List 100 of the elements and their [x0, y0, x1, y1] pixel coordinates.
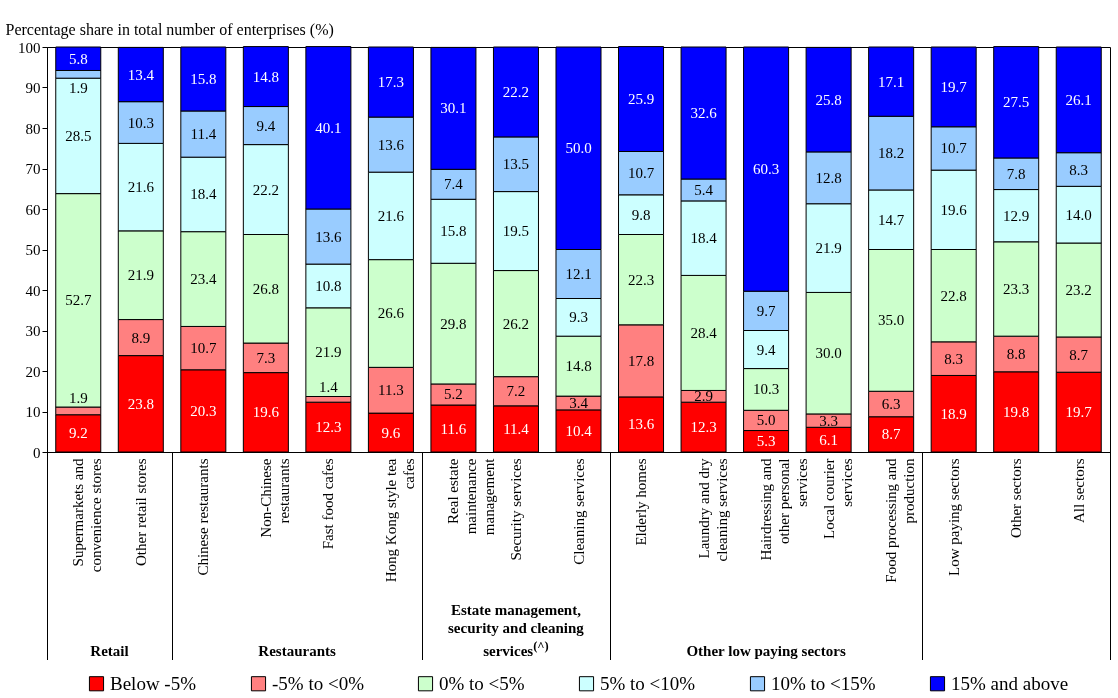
data-label: 8.7: [881, 426, 902, 443]
data-label: 17.1: [878, 73, 905, 90]
data-label: 12.3: [315, 419, 342, 436]
data-label: 13.6: [315, 228, 343, 245]
y-tick-label: 40: [25, 282, 41, 299]
data-label: 6.1: [819, 431, 838, 448]
data-label: 13.6: [627, 416, 655, 433]
data-label: 21.9: [127, 267, 154, 284]
data-label: 10.7: [190, 340, 217, 357]
data-label: 23.8: [127, 395, 154, 412]
data-label: 22.2: [502, 83, 530, 100]
data-label: 14.7: [878, 211, 905, 228]
data-label: 50.0: [565, 140, 592, 157]
y-tick-label: 80: [25, 120, 41, 137]
y-tick-label: 30: [25, 323, 41, 339]
data-label: 19.5: [502, 223, 530, 240]
data-label: 5.2: [444, 386, 463, 403]
data-label: 19.6: [940, 201, 968, 218]
data-label: 11.6: [440, 420, 467, 437]
data-label: 14.8: [252, 68, 279, 85]
data-label: 20.3: [190, 402, 217, 419]
data-label: 11.3: [378, 382, 404, 399]
data-label: 27.5: [1003, 94, 1030, 111]
data-label: 40.1: [315, 119, 342, 136]
data-label: 18.4: [690, 230, 718, 247]
data-label: 9.4: [256, 117, 276, 134]
data-label: 17.3: [377, 74, 405, 91]
y-tick-label: 60: [25, 201, 41, 218]
x-tick-label: Hong Kong style tea cafes: [382, 458, 417, 583]
data-label: 7.3: [256, 349, 276, 366]
data-label: 11.4: [503, 420, 530, 437]
data-label: 14.8: [565, 358, 592, 375]
data-label: 15.8: [190, 70, 217, 87]
data-label: 6.3: [881, 396, 901, 413]
data-label: 21.6: [377, 207, 405, 224]
x-tick-label: Chinese restaurants: [195, 458, 212, 576]
x-tick-label: Security services: [507, 458, 524, 561]
legend-label: 0% to <5%: [439, 672, 525, 694]
data-label: 12.9: [1003, 207, 1030, 224]
data-label: 60.3: [752, 161, 780, 178]
data-label: 9.7: [756, 302, 776, 319]
y-tick-label: 100: [18, 39, 41, 56]
data-label: 26.6: [377, 305, 405, 322]
data-label: 12.1: [565, 266, 592, 282]
data-label: 23.2: [1065, 282, 1092, 298]
data-label: 19.7: [940, 78, 968, 95]
data-label: 18.2: [878, 145, 905, 162]
data-label: 7.4: [444, 176, 464, 193]
data-label: 52.7: [65, 292, 92, 309]
data-label: 10.3: [127, 114, 154, 131]
y-tick-label: 90: [25, 80, 41, 96]
data-label: 28.5: [65, 127, 92, 144]
data-label: 22.8: [940, 287, 967, 304]
data-label: 1.4: [319, 379, 339, 396]
data-label: 9.6: [381, 424, 401, 441]
legend-label: 10% to <15%: [771, 672, 876, 694]
data-label: 25.9: [627, 91, 655, 108]
data-label: 21.9: [315, 344, 342, 361]
data-label: 21.6: [127, 179, 155, 196]
x-tick-label: Non-Chinese restaurants: [257, 458, 292, 538]
x-tick-label: Laundry and dry cleaning services: [695, 458, 730, 562]
x-tick-label: Other sectors: [1008, 458, 1025, 539]
x-tick-label: Cleaning services: [570, 458, 587, 565]
data-label: 5.8: [68, 50, 88, 67]
data-label: 22.3: [627, 271, 655, 288]
legend-label: 5% to <10%: [600, 672, 696, 694]
data-label: 8.3: [944, 350, 964, 367]
data-label: 3.3: [819, 412, 838, 429]
data-label: 25.8: [815, 91, 842, 108]
y-tick-label: 0: [33, 444, 41, 461]
y-tick-label: 50: [25, 242, 41, 258]
x-tick-label: All sectors: [1070, 458, 1087, 524]
data-label: 18.9: [940, 405, 967, 422]
data-label: 28.4: [690, 324, 718, 341]
y-tick-label: 70: [25, 161, 41, 177]
data-label: 9.4: [756, 341, 776, 358]
text: Restaurants: [258, 642, 336, 660]
data-label: 9.3: [569, 309, 588, 326]
text: Other low paying sectors: [686, 642, 846, 660]
data-label: 5.3: [756, 433, 776, 450]
data-label: 9.8: [631, 206, 651, 223]
data-label: 8.9: [131, 329, 151, 346]
data-label: 13.6: [377, 136, 405, 153]
x-tick-label: Fast food cafes: [320, 458, 337, 550]
x-tick-label: Elderly homes: [633, 458, 650, 546]
x-tick-label: Other retail stores: [132, 458, 149, 566]
data-label: 1.9: [68, 389, 88, 406]
data-label: 23.3: [1003, 280, 1030, 297]
x-tick-label: Low paying sectors: [945, 458, 962, 576]
y-axis-title: Percentage share in total number of enterprises (%): [5, 20, 334, 39]
data-label: 8.8: [1006, 345, 1026, 362]
data-label: 21.9: [815, 240, 842, 257]
data-label: 29.8: [440, 315, 467, 332]
data-label: 12.3: [690, 419, 717, 436]
data-label: 11.4: [190, 126, 217, 143]
y-tick-label: 10: [25, 404, 41, 420]
legend-label: Below -5%: [110, 672, 197, 694]
legend-label: -5% to <0%: [272, 672, 365, 694]
data-label: 35.0: [878, 312, 905, 329]
data-label: 26.8: [252, 280, 279, 297]
